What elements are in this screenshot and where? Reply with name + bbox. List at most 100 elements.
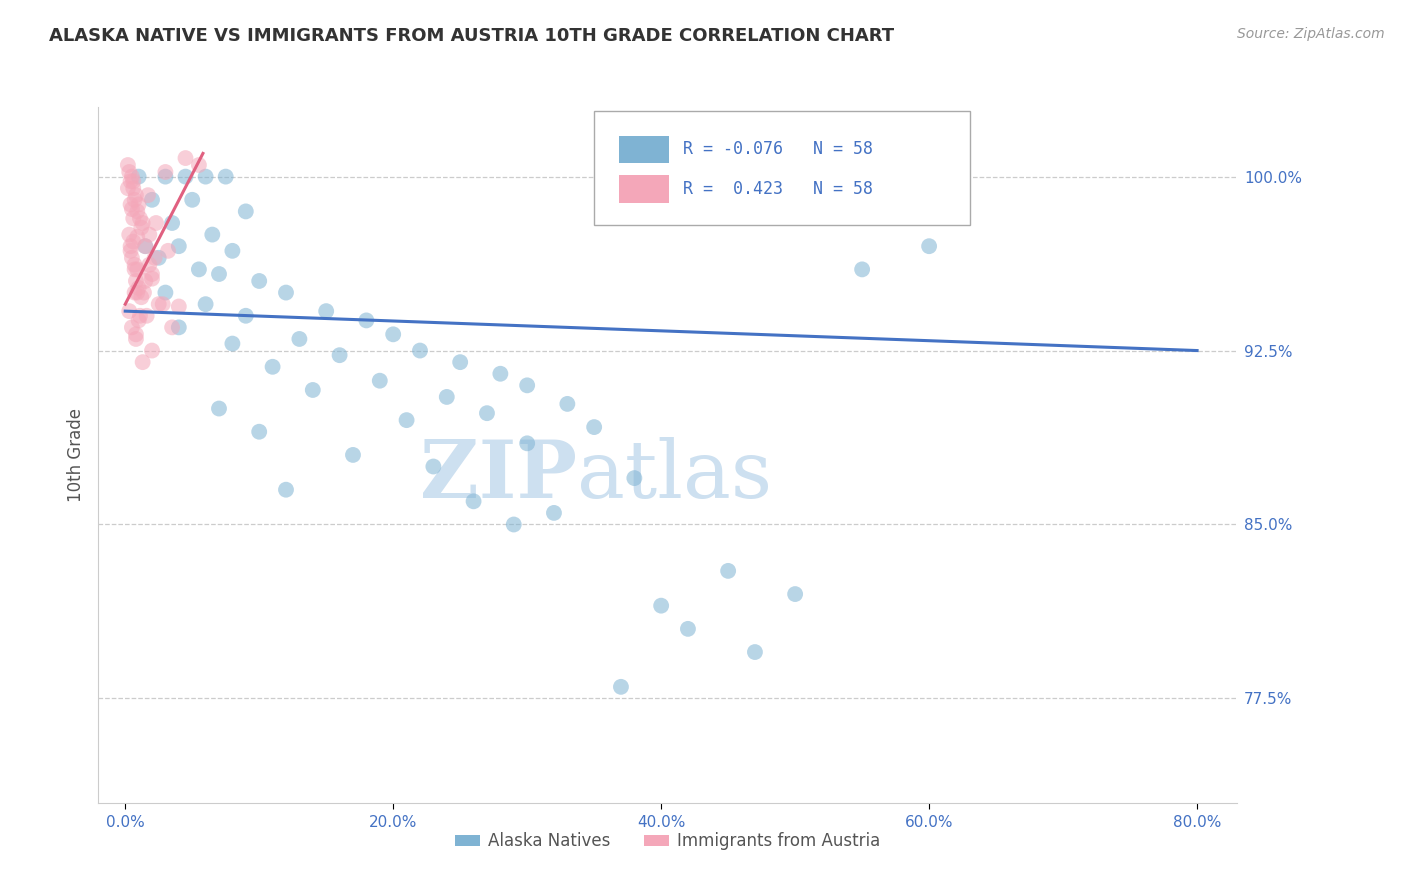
Point [208, 267, 231, 281]
Point [121, 169, 143, 184]
Point [247, 425, 270, 439]
Point [141, 193, 163, 207]
Point [129, 290, 152, 304]
Point [449, 355, 471, 369]
Point [127, 204, 149, 219]
Point [623, 471, 645, 485]
Point [221, 244, 243, 258]
Point [409, 343, 432, 358]
Point [315, 304, 337, 318]
Text: Source: ZipAtlas.com: Source: ZipAtlas.com [1237, 27, 1385, 41]
Point [463, 494, 485, 508]
Point [120, 197, 142, 211]
Point [247, 274, 270, 288]
Point [155, 285, 177, 300]
Point [120, 239, 142, 253]
Point [127, 285, 149, 300]
Point [215, 169, 238, 184]
Point [744, 645, 766, 659]
Point [120, 244, 142, 258]
FancyBboxPatch shape [593, 111, 970, 226]
Point [174, 169, 197, 184]
Point [516, 378, 538, 392]
Legend: Alaska Natives, Immigrants from Austria: Alaska Natives, Immigrants from Austria [449, 826, 887, 857]
Point [122, 211, 145, 226]
Point [134, 239, 156, 253]
Point [125, 188, 148, 202]
Point [117, 181, 139, 195]
Point [160, 216, 183, 230]
Point [117, 158, 139, 172]
Point [516, 436, 538, 450]
Point [122, 174, 145, 188]
Point [208, 401, 231, 416]
Point [129, 220, 152, 235]
Point [135, 309, 157, 323]
Point [118, 304, 141, 318]
Point [118, 165, 141, 179]
Text: atlas: atlas [576, 437, 772, 515]
Point [134, 239, 156, 253]
Point [368, 374, 391, 388]
Text: R = -0.076   N = 58: R = -0.076 N = 58 [683, 140, 873, 159]
Point [129, 309, 152, 323]
Point [650, 599, 672, 613]
Point [124, 262, 146, 277]
FancyBboxPatch shape [619, 136, 669, 163]
Point [717, 564, 740, 578]
Point [167, 320, 190, 334]
Point [221, 336, 243, 351]
Point [148, 297, 170, 311]
Point [131, 216, 153, 230]
Point [145, 216, 167, 230]
Point [148, 251, 170, 265]
Point [132, 285, 155, 300]
Point [141, 343, 163, 358]
Point [194, 297, 217, 311]
Point [122, 235, 145, 249]
Point [785, 587, 807, 601]
Point [201, 227, 224, 242]
Point [382, 327, 405, 342]
Text: R =  0.423   N = 58: R = 0.423 N = 58 [683, 180, 873, 198]
Point [141, 271, 163, 285]
Point [174, 151, 197, 165]
Point [167, 300, 190, 314]
Point [127, 262, 149, 277]
Point [274, 285, 297, 300]
Point [274, 483, 297, 497]
Point [395, 413, 418, 427]
Point [475, 406, 498, 420]
Point [138, 258, 160, 272]
Point [167, 239, 190, 253]
Point [118, 227, 141, 242]
Point [131, 355, 153, 369]
Point [120, 174, 142, 188]
Point [155, 169, 177, 184]
Point [124, 285, 146, 300]
Point [155, 165, 177, 179]
Point [128, 313, 150, 327]
Text: ZIP: ZIP [420, 437, 576, 515]
Point [235, 309, 257, 323]
Point [356, 313, 378, 327]
Y-axis label: 10th Grade: 10th Grade [66, 408, 84, 502]
Point [436, 390, 458, 404]
Point [557, 397, 579, 411]
Point [125, 327, 148, 342]
Point [121, 320, 143, 334]
Point [128, 169, 150, 184]
Point [143, 251, 166, 265]
Point [152, 297, 174, 311]
Point [235, 204, 257, 219]
Point [127, 230, 149, 244]
Point [329, 348, 352, 362]
Point [136, 188, 159, 202]
Point [262, 359, 284, 374]
Point [342, 448, 364, 462]
Point [128, 281, 150, 295]
Point [181, 193, 204, 207]
Point [187, 262, 209, 277]
Point [851, 262, 873, 277]
Point [489, 367, 512, 381]
